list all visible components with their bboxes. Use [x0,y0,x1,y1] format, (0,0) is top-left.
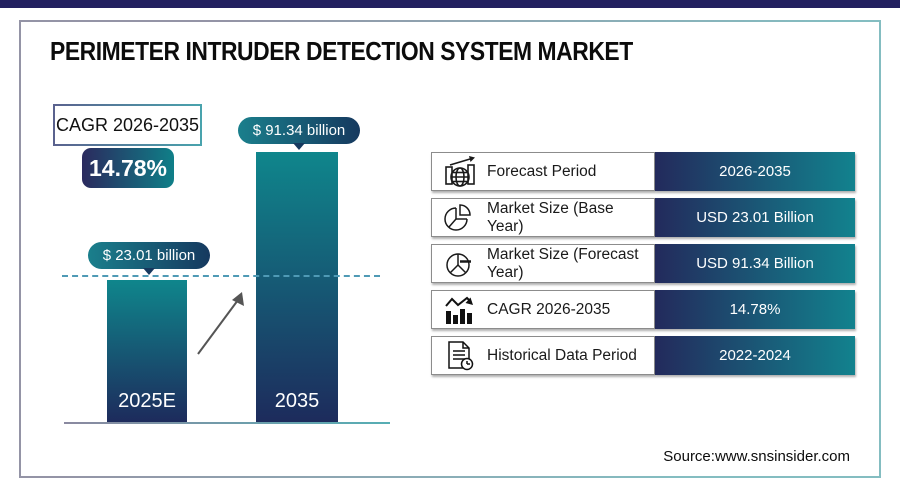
chart-baseline [64,422,390,424]
globe-growth-icon [445,155,475,187]
bar-value-label-2035: $ 91.34 billion [252,122,346,139]
table-label: Historical Data Period [487,346,637,364]
top-accent-bar [0,0,900,8]
cagr-label-box: CAGR 2026-2035 [53,104,202,146]
reference-dashed-line [62,275,380,277]
table-label: Market Size (Base Year) [487,199,614,235]
bar-category-label-2035: 2035 [274,390,320,412]
table-value: USD 91.34 Billion [655,244,855,283]
table-label-cell: Market Size (Base Year) [431,198,655,237]
callout-pointer-icon [293,143,305,150]
table-label-cell: Historical Data Period [431,336,655,375]
table-value: 14.78% [655,290,855,329]
table-label-cell: Market Size (Forecast Year) [431,244,655,283]
table-value: 2022-2024 [655,336,855,375]
table-value: USD 23.01 Billion [655,198,855,237]
bar-value-callout-2025: $ 23.01 billion [88,242,210,275]
bar-2035: 2035 [256,152,338,422]
source-credit: Source:www.snsinsider.com [663,448,850,465]
market-summary-table: Forecast Period 2026-2035 Market Size (B… [431,152,855,382]
bar-value-callout-2035: $ 91.34 billion [238,117,360,150]
table-row: Market Size (Forecast Year) USD 91.34 Bi… [431,244,855,283]
growth-arrow-icon [197,292,244,355]
table-label: Forecast Period [487,162,597,180]
table-row: Forecast Period 2026-2035 [431,152,855,191]
table-label-cell: Forecast Period [431,152,655,191]
bar-2025: 2025E [107,280,187,422]
bar-value-label-2025: $ 23.01 billion [102,247,196,264]
table-value: 2026-2035 [655,152,855,191]
table-row: Historical Data Period 2022-2024 [431,336,855,375]
bar-chart-trend-icon [445,296,473,324]
pie-chart-icon [446,252,471,277]
bar-category-label-2025: 2025E [118,390,176,412]
table-label: Market Size (Forecast Year) [487,245,639,281]
page-title: PERIMETER INTRUDER DETECTION SYSTEM MARK… [50,36,633,66]
document-clock-icon [448,340,474,370]
cagr-label: CAGR 2026-2035 [55,114,200,135]
table-label: CAGR 2026-2035 [487,300,611,318]
callout-pointer-icon [143,268,155,275]
table-row: Market Size (Base Year) USD 23.01 Billio… [431,198,855,237]
table-label-cell: CAGR 2026-2035 [431,290,655,329]
table-row: CAGR 2026-2035 14.78% [431,290,855,329]
pie-chart-icon [444,203,471,231]
cagr-value-badge: 14.78% [82,148,174,188]
